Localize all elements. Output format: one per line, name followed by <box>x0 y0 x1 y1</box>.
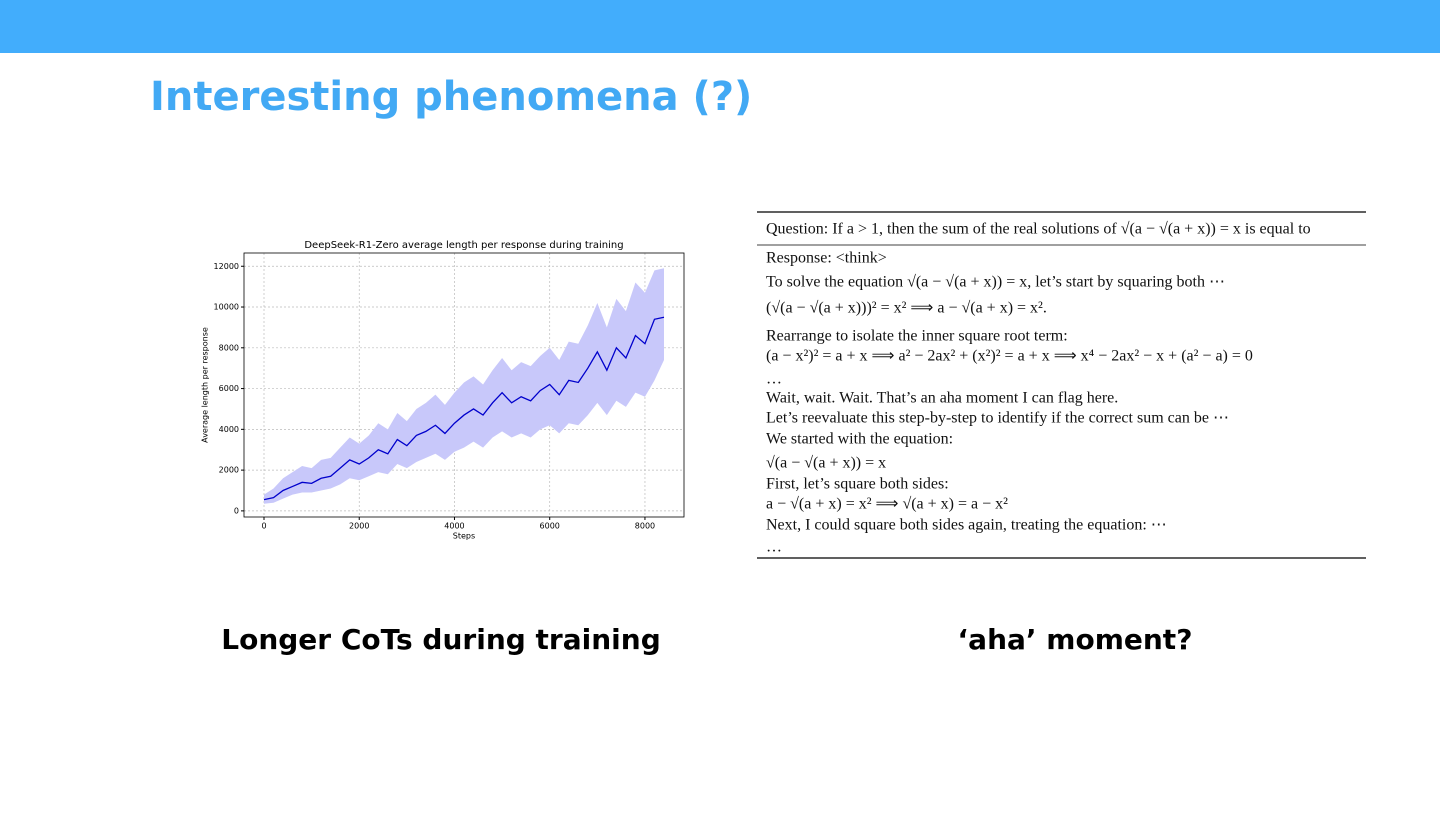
x-tick-label: 4000 <box>444 522 464 531</box>
y-tick-label: 2000 <box>219 466 239 475</box>
line <box>263 316 665 501</box>
response-line: To solve the equation √(a − √(a + x)) = … <box>766 274 1225 291</box>
x-tick-label: 8000 <box>635 522 655 531</box>
band <box>264 268 664 504</box>
plot-frame <box>243 252 685 518</box>
x-axis-label: Steps <box>453 532 475 541</box>
y-tick-label: 10000 <box>214 303 239 312</box>
header-bar <box>0 0 1440 53</box>
slide-title: Interesting phenomena (?) <box>150 74 752 120</box>
x-tick-label: 0 <box>261 522 266 531</box>
response-line: … <box>766 371 782 388</box>
response-line: a − √(a + x) = x² ⟹ √(a + x) = a − x² <box>766 496 1008 513</box>
response-line: Wait, wait. Wait. That’s an aha moment I… <box>766 390 1118 407</box>
response-line: Let’s reevaluate this step-by-step to id… <box>766 410 1229 427</box>
caption: ‘aha’ moment? <box>958 623 1193 656</box>
response-line: … <box>766 539 782 556</box>
y-tick-label: 8000 <box>219 343 239 352</box>
y-axis-label: Average length per response <box>201 327 210 443</box>
question: Question: If a > 1, then the sum of the … <box>766 221 1311 238</box>
response-line: (a − x²)² = a + x ⟹ a² − 2ax² + (x²)² = … <box>766 348 1253 365</box>
x-tick-label: 6000 <box>540 522 560 531</box>
response-line: First, let’s square both sides: <box>766 476 949 493</box>
y-tick-label: 0 <box>234 506 239 515</box>
response-line: Next, I could square both sides again, t… <box>766 517 1167 534</box>
x-tick-label: 2000 <box>349 522 369 531</box>
response-line: Response: <think> <box>766 250 887 267</box>
chart-title: DeepSeek-R1-Zero average length per resp… <box>304 240 623 251</box>
y-tick-label: 12000 <box>214 262 239 271</box>
response-line: We started with the equation: <box>766 431 953 448</box>
response-line: √(a − √(a + x)) = x <box>766 455 886 472</box>
response-line: (√(a − √(a + x)))² = x² ⟹ a − √(a + x) =… <box>766 300 1047 317</box>
y-tick-label: 6000 <box>219 384 239 393</box>
response-line: Rearrange to isolate the inner square ro… <box>766 328 1068 345</box>
caption: Longer CoTs during training <box>221 623 660 656</box>
y-tick-label: 4000 <box>219 425 239 434</box>
